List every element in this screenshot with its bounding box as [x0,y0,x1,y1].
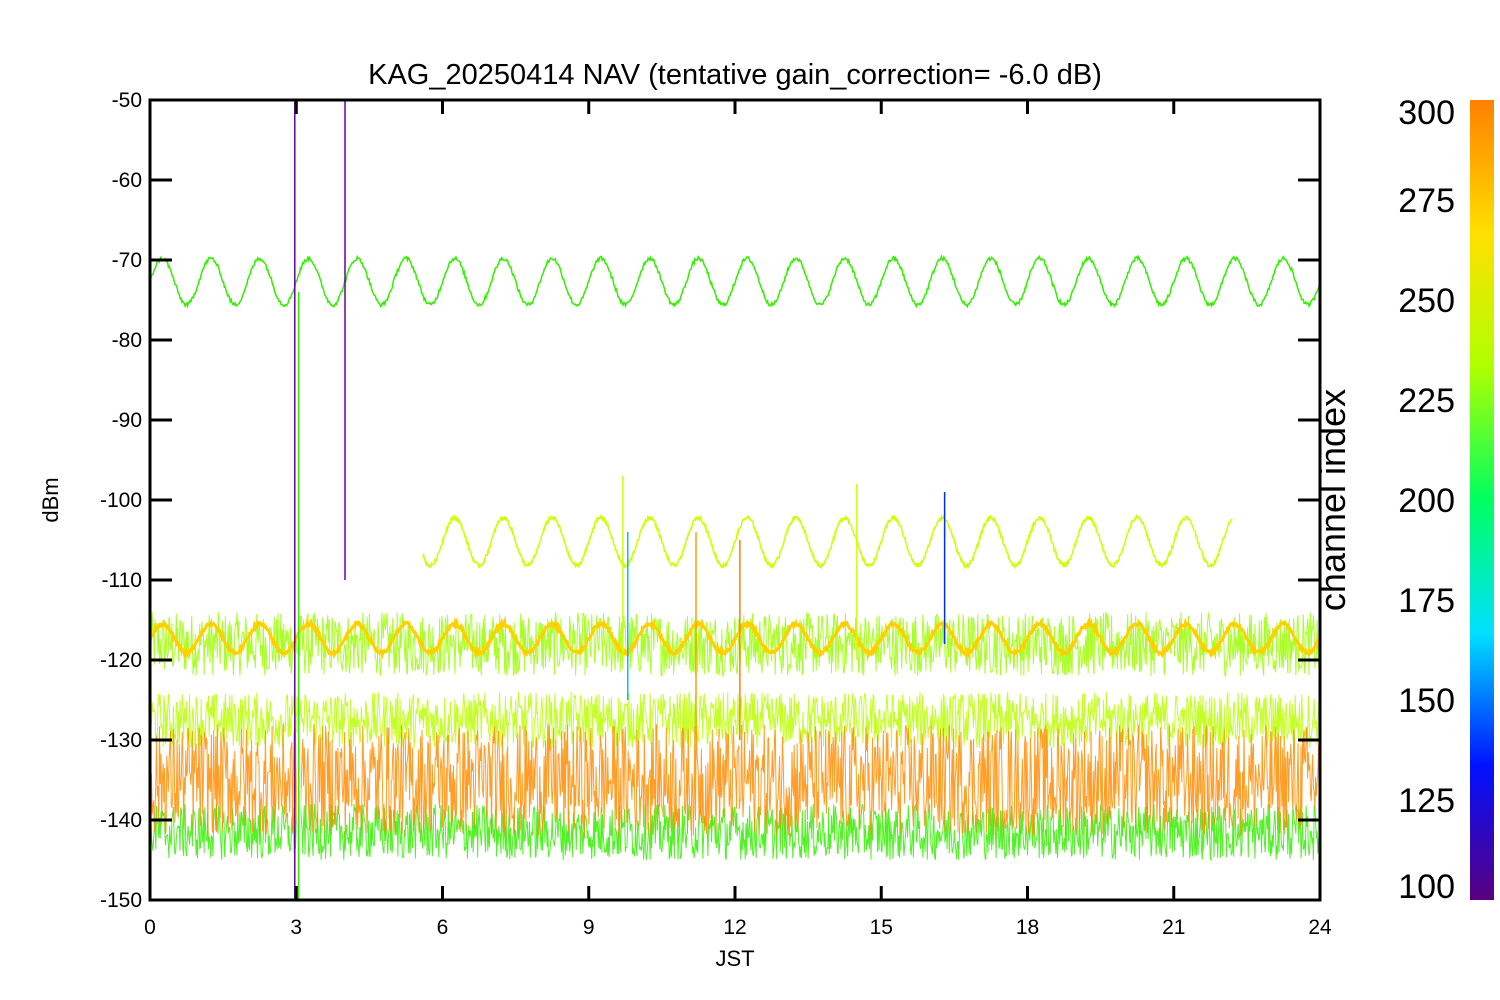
x-tick-label: 9 [583,916,595,939]
y-tick-label: -60 [112,169,142,192]
y-tick-label: -120 [100,649,142,672]
plot-area [150,100,1320,900]
colorbar-tick-label: 250 [1398,282,1455,320]
x-tick-label: 3 [290,916,302,939]
colorbar-tick-label: 275 [1398,182,1455,220]
series-line-ch258 [150,690,1320,749]
y-tick-label: -90 [112,409,142,432]
y-tick-label: -80 [112,329,142,352]
x-tick-label: 12 [723,916,746,939]
y-axis: -50 -60 -70 -80 -90 -100 -110 -120 -130 -140 -150 [100,89,1320,912]
colorbar-tick-label: 175 [1398,582,1455,620]
x-axis: 0 3 6 9 12 15 18 21 24 [144,100,1332,939]
colorbar [1470,100,1494,900]
x-axis-title: JST [715,946,754,971]
series-line-ch255 [150,611,1320,678]
colorbar-tick-label: 150 [1398,682,1455,720]
series-line-ch295 [150,724,1320,837]
y-tick-label: -70 [112,249,142,272]
x-tick-label: 18 [1016,916,1039,939]
chart-title: KAG_20250414 NAV (tentative gain_correct… [368,59,1102,91]
y-tick-label: -50 [112,89,142,112]
y-axis-title: dBm [38,477,63,522]
colorbar-tick-label: 200 [1398,482,1455,520]
colorbar-tick-label: 225 [1398,382,1455,420]
series-line-ch240 [150,254,1320,309]
y-tick-label: -150 [100,889,142,912]
x-tick-label: 21 [1162,916,1185,939]
colorbar-tick-label: 100 [1398,868,1455,906]
y-tick-label: -140 [100,809,142,832]
x-tick-label: 15 [870,916,893,939]
y-tick-label: -130 [100,729,142,752]
colorbar-ticks: 300 275 250 225 200 175 150 125 100 [1398,94,1455,906]
series-line-ch285 [150,616,1320,660]
colorbar-tick-label: 300 [1398,94,1455,132]
series-line-ch262 [422,513,1233,570]
series-line-ch230 [150,803,1320,862]
x-tick-label: 0 [144,916,156,939]
y-tick-label: -110 [102,569,142,592]
x-tick-label: 24 [1308,916,1332,939]
colorbar-title: channel index [1312,389,1353,611]
y-tick-label: -100 [100,489,142,512]
x-tick-label: 6 [437,916,449,939]
colorbar-tick-label: 125 [1398,782,1455,820]
